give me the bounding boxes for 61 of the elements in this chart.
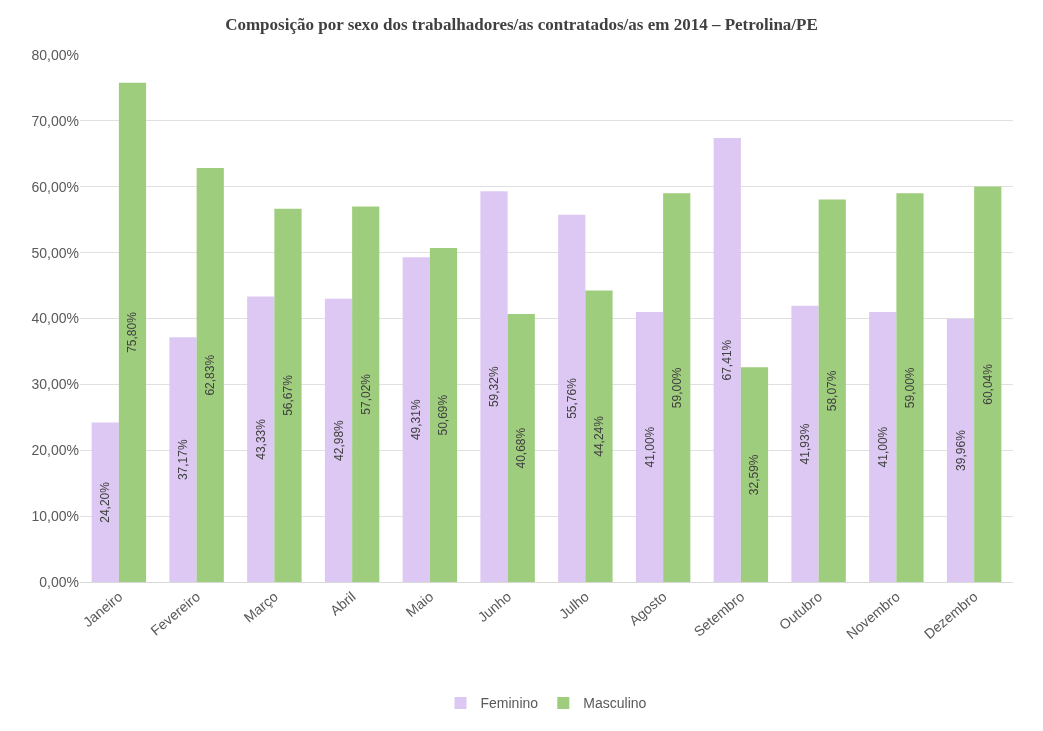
y-tick-label: 10,00%	[31, 508, 79, 525]
bar	[896, 193, 924, 582]
y-tick-label: 60,00%	[31, 178, 79, 195]
bar	[635, 311, 664, 582]
legend-label: Feminino	[480, 695, 539, 712]
bar	[558, 214, 586, 582]
y-tick-label: 70,00%	[31, 112, 79, 129]
data-label: 59,00%	[669, 367, 684, 409]
data-label: 59,00%	[902, 367, 917, 409]
bar	[196, 168, 224, 582]
y-tick-label: 0,00%	[39, 573, 79, 590]
data-label: 75,80%	[125, 311, 140, 353]
bar	[274, 208, 302, 582]
bar	[740, 367, 769, 582]
bar	[974, 186, 1002, 582]
data-label: 24,20%	[98, 481, 113, 523]
data-label: 58,07%	[825, 370, 840, 412]
bar	[118, 82, 147, 582]
data-label: 49,31%	[409, 399, 424, 441]
data-label: 43,33%	[253, 418, 268, 460]
data-label: 32,59%	[747, 454, 762, 496]
y-tick-label: 40,00%	[31, 310, 79, 327]
data-label: 67,41%	[720, 339, 735, 381]
bar	[91, 422, 119, 582]
data-label: 42,98%	[331, 419, 346, 461]
bar	[507, 314, 535, 582]
bar	[169, 337, 197, 582]
data-label: 41,00%	[875, 426, 890, 468]
bar	[713, 137, 741, 582]
data-label: 41,00%	[642, 426, 657, 468]
bar	[429, 248, 458, 582]
data-label: 39,96%	[953, 429, 968, 471]
bar	[791, 305, 819, 582]
data-label: 59,32%	[487, 366, 502, 408]
bar	[352, 206, 380, 582]
bar	[402, 257, 430, 582]
x-tick-label: Maio	[402, 588, 437, 620]
y-tick-label: 30,00%	[31, 376, 79, 393]
data-label: 57,02%	[358, 373, 373, 415]
data-label: 41,93%	[798, 423, 813, 465]
data-label: 37,17%	[176, 439, 191, 481]
y-tick-label: 80,00%	[31, 46, 79, 63]
chart-title: Composição por sexo dos trabalhadores/as contratados/as em 2014 – Petrolina/PE	[225, 15, 818, 35]
data-label: 56,67%	[280, 374, 295, 416]
bar	[818, 199, 846, 582]
bar	[663, 193, 691, 582]
data-label: 50,69%	[436, 394, 451, 436]
bar	[480, 191, 508, 582]
bar	[247, 296, 275, 582]
y-tick-label: 20,00%	[31, 442, 79, 459]
legend-label: Masculino	[583, 695, 647, 712]
bar	[869, 311, 897, 582]
y-tick-label: 50,00%	[31, 244, 79, 261]
bar	[585, 290, 613, 582]
data-label: 62,83%	[203, 354, 218, 396]
bar	[946, 318, 975, 582]
data-label: 40,68%	[514, 427, 529, 469]
data-label: 44,24%	[591, 415, 606, 457]
bar	[324, 298, 353, 582]
data-label: 60,04%	[980, 363, 995, 405]
data-label: 55,76%	[564, 377, 579, 419]
